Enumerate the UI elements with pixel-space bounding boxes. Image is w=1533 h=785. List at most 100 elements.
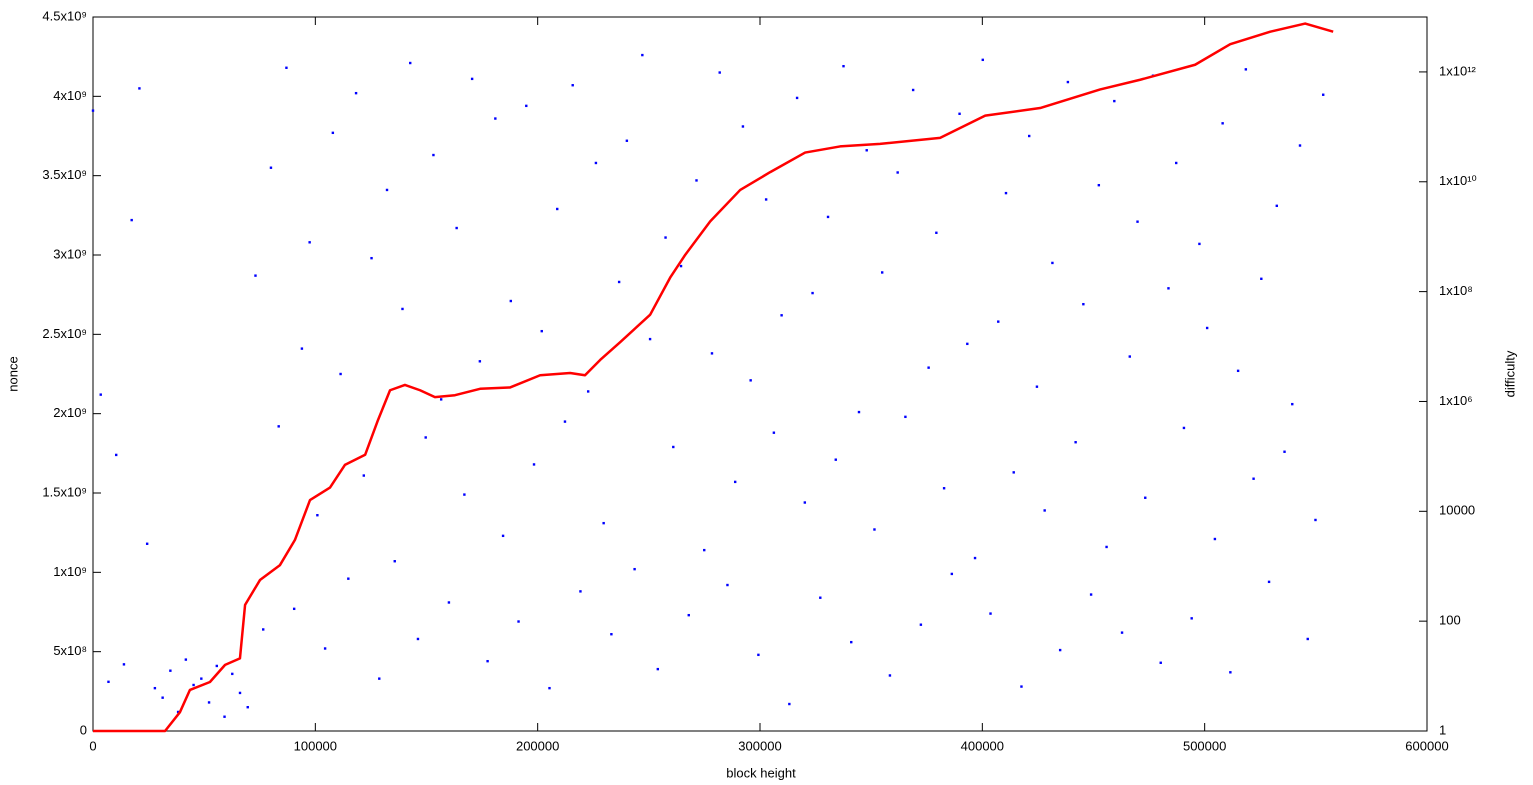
y-tick-label: 1x10⁹ (53, 564, 87, 579)
nonce-point (1035, 385, 1039, 388)
nonce-point (447, 601, 451, 604)
nonce-point (424, 436, 427, 439)
y-tick-label: 3.5x10⁹ (42, 167, 87, 182)
nonce-point (927, 366, 930, 369)
nonce-point (1252, 477, 1255, 480)
nonce-point (525, 104, 528, 108)
nonce-point (1213, 537, 1217, 541)
nonce-point (1043, 509, 1046, 512)
nonce-point (501, 534, 505, 538)
nonce-point (517, 620, 520, 623)
nonce-point (672, 445, 675, 449)
nonce-point (625, 139, 629, 142)
nonce-point (107, 680, 110, 684)
nonce-point (1144, 496, 1147, 499)
nonce-point (896, 171, 899, 174)
nonce-point (1182, 426, 1186, 430)
nonce-point (826, 215, 830, 219)
nonce-point (439, 398, 443, 401)
nonce-point (571, 84, 574, 87)
nonce-point (115, 453, 118, 457)
nonce-point (811, 291, 814, 295)
nonce-point (1306, 637, 1309, 641)
nonce-point (184, 658, 188, 661)
nonce-point (556, 207, 559, 211)
y-tick-label: 1.5x10⁹ (42, 484, 87, 499)
nonce-point (1058, 648, 1062, 652)
x-tick-label: 100000 (294, 738, 337, 753)
nonce-point (540, 329, 543, 333)
y2-tick-label: 1x10⁶ (1439, 393, 1473, 408)
y-tick-label: 2x10⁹ (53, 405, 87, 420)
nonce-point (91, 109, 95, 112)
x-tick-label: 600000 (1405, 738, 1448, 753)
nonce-point (1089, 593, 1093, 596)
nonce-point (617, 280, 621, 284)
y2-axis-label: difficulty (1502, 350, 1517, 397)
x-tick-label: 500000 (1183, 738, 1226, 753)
y-tick-label: 4.5x10⁹ (42, 8, 87, 23)
nonce-point (1113, 99, 1116, 103)
y-tick-label: 4x10⁹ (53, 88, 87, 103)
nonce-point (718, 71, 721, 74)
nonce-point (1128, 355, 1131, 358)
nonce-point (1314, 518, 1317, 522)
nonce-point (594, 161, 598, 165)
nonce-point (888, 674, 892, 677)
x-tick-label: 0 (89, 738, 96, 753)
nonce-point (1136, 220, 1139, 223)
nonce-point (494, 117, 497, 120)
nonce-point (509, 299, 513, 303)
nonce-point (362, 474, 366, 477)
nonce-point (1175, 161, 1178, 165)
nonce-point (308, 241, 311, 244)
nonce-point (850, 640, 853, 644)
nonce-point (780, 314, 783, 317)
nonce-point (285, 66, 288, 69)
nonce-point (819, 596, 822, 599)
nonce-point (726, 583, 729, 587)
nonce-point (1244, 68, 1248, 71)
nonce-point (834, 458, 837, 461)
nonce-point (401, 307, 404, 311)
nonce-point (231, 672, 234, 676)
nonce-point (741, 125, 745, 128)
y-axis-label: nonce (5, 356, 20, 391)
x-axis-label: block height (726, 765, 796, 780)
nonce-point (958, 112, 961, 115)
nonce-point (973, 556, 977, 560)
nonce-point (548, 686, 551, 690)
nonce-point (997, 320, 1000, 323)
nonce-point (865, 149, 868, 152)
y2-tick-label: 1x10¹⁰ (1439, 173, 1477, 188)
nonce-point (1322, 93, 1325, 96)
nonce-point (269, 166, 273, 169)
nonce-point (873, 528, 876, 531)
nonce-point (695, 179, 698, 182)
nonce-point (710, 352, 714, 355)
nonce-point (532, 463, 536, 466)
nonce-point (478, 360, 482, 363)
nonce-point (1028, 134, 1031, 138)
nonce-point (788, 702, 791, 706)
nonce-point (950, 572, 954, 576)
nonce-point (169, 669, 172, 672)
nonce-point (1190, 617, 1193, 620)
nonce-point (1236, 369, 1240, 373)
nonce-point (1004, 191, 1008, 195)
nonce-point (486, 659, 489, 663)
nonce-point (416, 637, 420, 641)
nonce-point (602, 521, 605, 525)
nonce-point (99, 393, 102, 396)
plot-frame (92, 16, 1428, 732)
nonce-point (563, 420, 567, 423)
nonce-point (880, 271, 884, 274)
nonce-point (1167, 287, 1170, 290)
nonce-point (579, 590, 582, 593)
nonce-point (904, 415, 907, 419)
nonce-point (130, 218, 133, 222)
nonce-point (1120, 631, 1124, 634)
x-tick-label: 200000 (516, 738, 559, 753)
nonce-point (1221, 122, 1224, 125)
